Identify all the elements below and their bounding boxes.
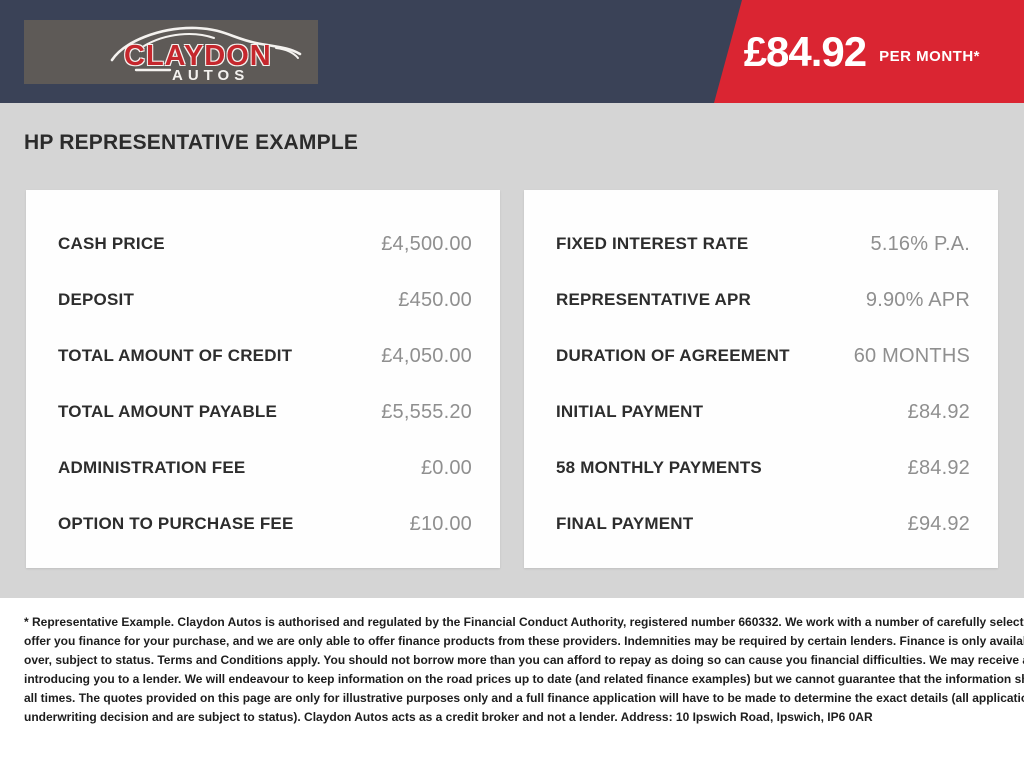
finance-value: 5.16% P.A. (870, 232, 970, 255)
finance-value: £0.00 (420, 456, 472, 479)
disclaimer-text: introducing you to a lender. We will end… (24, 672, 1024, 686)
monthly-price-amount: £84.92 (743, 27, 867, 75)
finance-value: 9.90% APR (865, 288, 970, 311)
finance-value: £84.92 (907, 456, 970, 479)
disclaimer-text: over, subject to status. Terms and Condi… (24, 653, 1024, 667)
finance-row: TOTAL AMOUNT OF CREDIT £4,050.00 (58, 328, 472, 384)
monthly-price-banner: £84.92 PER MONTH* (714, 0, 1024, 103)
disclaimer-text: * Representative Example. Claydon Autos … (24, 615, 1024, 629)
finance-value: £5,555.20 (381, 400, 472, 423)
finance-label: DEPOSIT (58, 290, 135, 309)
finance-panel-left: CASH PRICE £4,500.00 DEPOSIT £450.00 TOT… (26, 190, 500, 568)
dealer-logo: CLAYDON AUTOS (24, 20, 318, 84)
finance-panel-right: FIXED INTEREST RATE 5.16% P.A. REPRESENT… (524, 190, 998, 568)
finance-label: DURATION OF AGREEMENT (556, 346, 790, 365)
finance-row: ADMINISTRATION FEE £0.00 (58, 440, 472, 496)
finance-value: £94.92 (907, 512, 970, 535)
finance-label: REPRESENTATIVE APR (556, 290, 752, 309)
finance-row: FIXED INTEREST RATE 5.16% P.A. (556, 216, 970, 272)
monthly-price-suffix: PER MONTH* (879, 48, 980, 65)
finance-label: TOTAL AMOUNT PAYABLE (58, 402, 278, 421)
logo-wordmark: CLAYDON (124, 40, 272, 72)
finance-label: OPTION TO PURCHASE FEE (58, 514, 294, 533)
car-silhouette-icon (110, 26, 302, 72)
finance-panels: CASH PRICE £4,500.00 DEPOSIT £450.00 TOT… (26, 190, 998, 568)
finance-example-section: HP REPRESENTATIVE EXAMPLE CASH PRICE £4,… (0, 103, 1024, 598)
page-title: HP REPRESENTATIVE EXAMPLE (24, 131, 359, 154)
finance-value: £84.92 (907, 400, 970, 423)
disclaimer-text: underwriting decision and are subject to… (24, 710, 873, 724)
header-bar: CLAYDON AUTOS £84.92 PER MONTH* (0, 0, 1024, 103)
finance-row: DURATION OF AGREEMENT 60 MONTHS (556, 328, 970, 384)
finance-value: £10.00 (409, 512, 472, 535)
finance-row: 58 MONTHLY PAYMENTS £84.92 (556, 440, 970, 496)
finance-label: INITIAL PAYMENT (556, 402, 704, 421)
finance-value: 60 MONTHS (853, 344, 970, 367)
finance-value: £4,500.00 (381, 232, 472, 255)
finance-label: FIXED INTEREST RATE (556, 234, 749, 253)
finance-row: DEPOSIT £450.00 (58, 272, 472, 328)
finance-label: ADMINISTRATION FEE (58, 458, 246, 477)
finance-label: CASH PRICE (58, 234, 165, 253)
disclaimer-text: all times. The quotes provided on this p… (24, 691, 1024, 705)
disclaimer-section: * Representative Example. Claydon Autos … (0, 598, 1024, 768)
finance-label: FINAL PAYMENT (556, 514, 694, 533)
logo-subtitle: AUTOS (172, 67, 250, 84)
disclaimer-text: offer you finance for your purchase, and… (24, 634, 1024, 648)
finance-row: OPTION TO PURCHASE FEE £10.00 (58, 496, 472, 552)
finance-row: REPRESENTATIVE APR 9.90% APR (556, 272, 970, 328)
finance-label: TOTAL AMOUNT OF CREDIT (58, 346, 293, 365)
finance-value: £450.00 (398, 288, 472, 311)
finance-row: TOTAL AMOUNT PAYABLE £5,555.20 (58, 384, 472, 440)
finance-label: 58 MONTHLY PAYMENTS (556, 458, 762, 477)
finance-row: FINAL PAYMENT £94.92 (556, 496, 970, 552)
finance-row: INITIAL PAYMENT £84.92 (556, 384, 970, 440)
finance-row: CASH PRICE £4,500.00 (58, 216, 472, 272)
finance-value: £4,050.00 (381, 344, 472, 367)
